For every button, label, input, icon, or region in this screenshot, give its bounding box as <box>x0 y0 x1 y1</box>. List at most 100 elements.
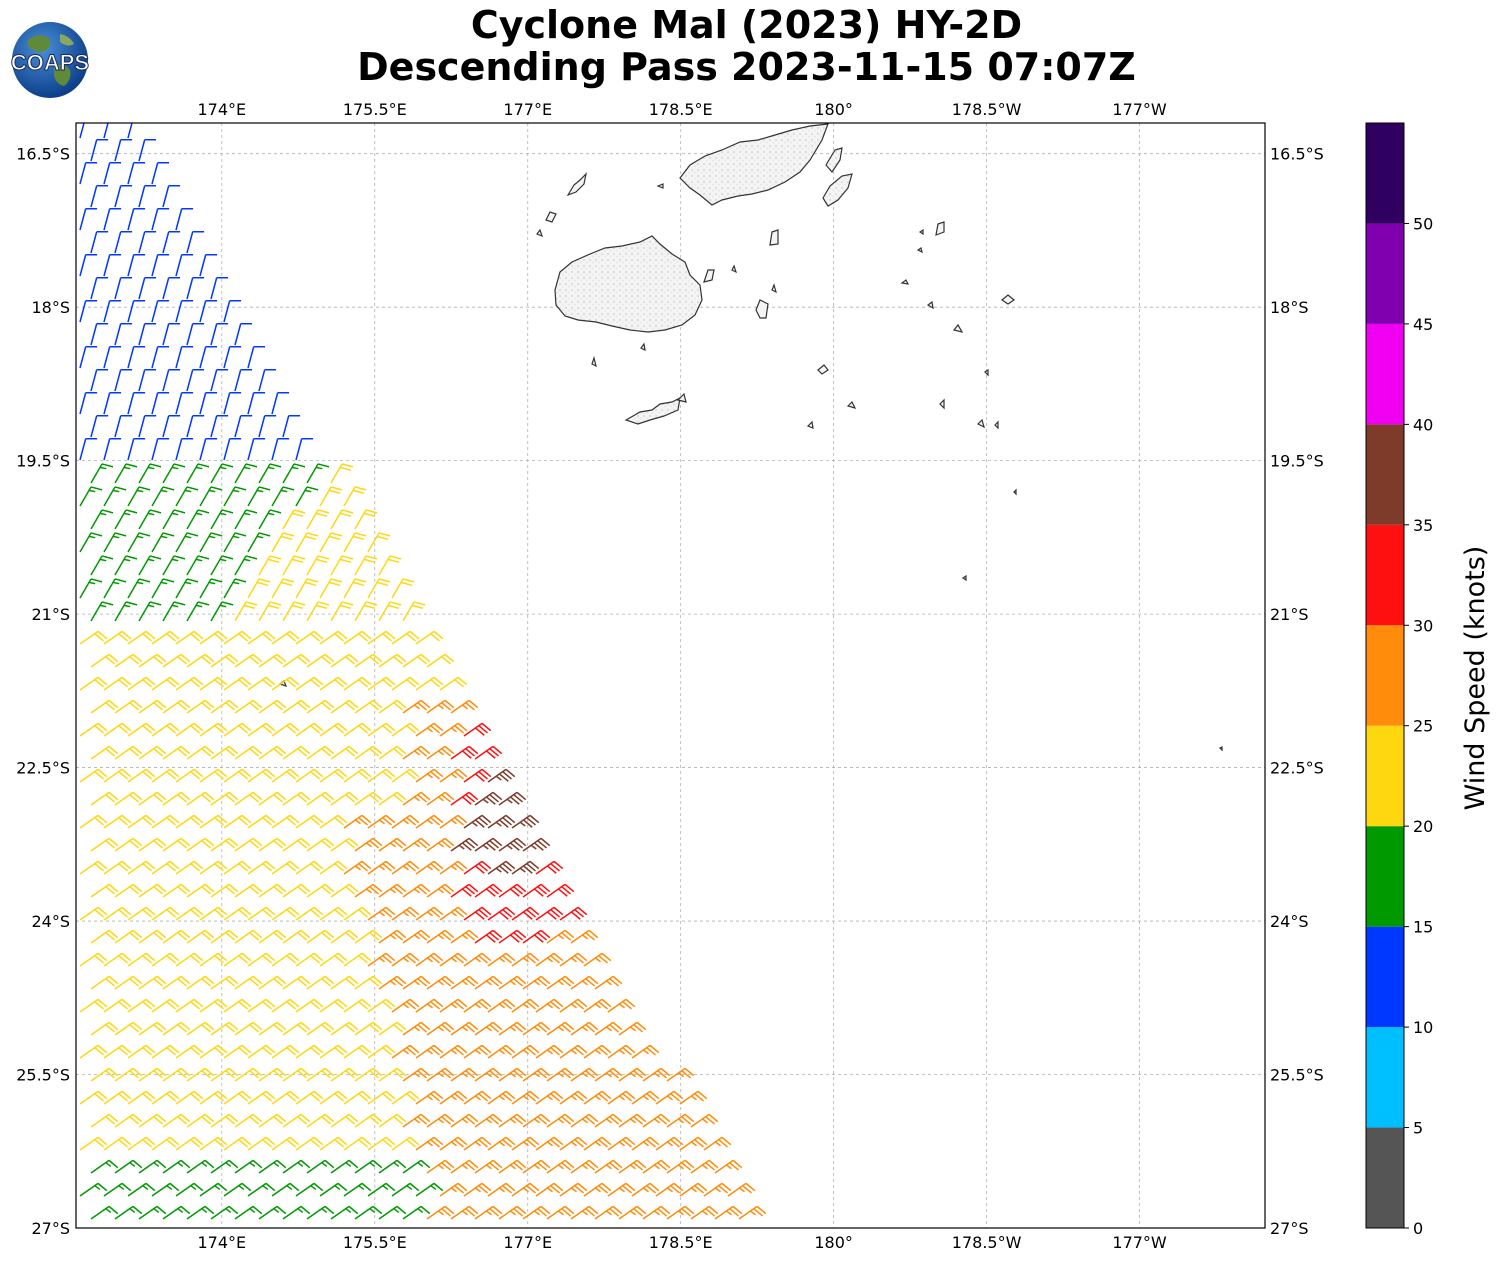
island-small-18 <box>591 355 597 368</box>
wind-barb <box>367 998 396 1013</box>
wind-barb <box>594 1067 623 1082</box>
wind-barb <box>415 630 444 645</box>
wind-barb <box>319 768 348 783</box>
lat-tick-label-left: 24°S <box>31 912 70 931</box>
wind-barb <box>343 630 372 645</box>
wind-barb <box>306 1021 335 1036</box>
land-layer <box>278 123 1223 752</box>
wind-barb <box>210 414 229 438</box>
colorbar: 0 5 10 15 20 25 30 35 40 45 50 <box>1365 122 1433 1238</box>
island-small-6 <box>935 221 945 236</box>
wind-barb <box>271 998 300 1013</box>
wind-barb <box>618 1159 647 1174</box>
lon-tick-label-bottom: 177°W <box>1112 1233 1167 1252</box>
wind-barb <box>607 1136 636 1151</box>
wind-barb <box>114 184 133 208</box>
wind-barb <box>210 791 239 806</box>
island-small-24 <box>984 368 989 377</box>
wind-barb <box>151 532 175 553</box>
wind-barb <box>511 1182 540 1197</box>
wind-barb <box>114 699 143 714</box>
wind-barb <box>175 906 204 921</box>
colorbar-tick-label: 35 <box>1413 516 1433 535</box>
wind-barb <box>210 601 234 622</box>
wind-barb <box>343 860 372 875</box>
wind-barb <box>367 1044 396 1059</box>
wind-barb <box>426 745 455 760</box>
wind-barb <box>223 486 247 507</box>
wind-barb <box>103 1044 132 1059</box>
wind-barb <box>234 463 258 484</box>
wind-barb <box>258 1021 287 1036</box>
colorbar-tick-label: 25 <box>1413 717 1433 736</box>
island-taveuni-2 <box>822 173 853 207</box>
island-viti-levu <box>554 235 703 333</box>
wind-barb <box>90 555 114 576</box>
wind-barb <box>151 952 180 967</box>
wind-barb <box>295 906 324 921</box>
colorbar-tick-label: 15 <box>1413 918 1433 937</box>
wind-barb <box>162 509 186 530</box>
wind-barb <box>498 975 527 990</box>
wind-barb <box>354 929 383 944</box>
wind-barb <box>415 722 444 737</box>
wind-barb <box>223 676 252 691</box>
colorbar-tick-label: 50 <box>1413 214 1433 233</box>
wind-barb <box>90 653 119 668</box>
colorbar-bin <box>1366 1127 1404 1228</box>
wind-barb <box>343 998 372 1013</box>
lon-tick-label-top: 177°E <box>503 100 552 119</box>
wind-barb <box>271 768 300 783</box>
wind-barb <box>127 532 151 553</box>
wind-barb <box>583 1182 612 1197</box>
island-small-13 <box>939 398 945 410</box>
wind-barb <box>474 745 503 760</box>
wind-barb <box>79 253 98 277</box>
wind-barb <box>511 952 540 967</box>
wind-barb <box>258 414 277 438</box>
wind-barb <box>330 1159 359 1174</box>
wind-barb <box>343 1182 372 1197</box>
wind-barb <box>247 952 276 967</box>
wind-barb <box>378 555 402 576</box>
wind-barb <box>474 883 503 898</box>
wind-barb <box>234 601 258 622</box>
wind-barb <box>186 745 215 760</box>
wind-barb <box>594 975 623 990</box>
wind-barb <box>522 1113 551 1128</box>
wind-barb <box>618 1113 647 1128</box>
wind-barb <box>210 555 234 576</box>
wind-barb <box>90 929 119 944</box>
wind-barb <box>343 578 367 599</box>
wind-barb <box>186 230 205 254</box>
wind-barb <box>450 975 479 990</box>
wind-barb <box>162 975 191 990</box>
wind-barb <box>391 952 420 967</box>
wind-barb <box>295 860 324 875</box>
colorbar-tick-label: 20 <box>1413 817 1433 836</box>
wind-barb <box>90 368 109 392</box>
wind-barb <box>271 532 295 553</box>
wind-barb <box>210 653 239 668</box>
wind-barb <box>487 906 516 921</box>
wind-barb <box>402 1067 431 1082</box>
wind-barb <box>343 722 372 737</box>
wind-barb <box>127 768 156 783</box>
island-small-15 <box>545 211 557 223</box>
wind-barb <box>127 998 156 1013</box>
wind-barb <box>175 630 204 645</box>
wind-barb <box>535 1182 564 1197</box>
wind-barb <box>354 1205 383 1220</box>
wind-barb <box>103 952 132 967</box>
wind-barb <box>90 230 109 254</box>
lon-tick-label-bottom: 174°E <box>197 1233 246 1252</box>
wind-barb <box>138 555 162 576</box>
wind-barb <box>186 1067 215 1082</box>
wind-barb <box>415 952 444 967</box>
wind-barb <box>330 1021 359 1036</box>
wind-barb <box>90 883 119 898</box>
wind-barb <box>319 1044 348 1059</box>
wind-barb <box>330 745 359 760</box>
wind-barb <box>546 1159 575 1174</box>
wind-barb <box>343 1136 372 1151</box>
